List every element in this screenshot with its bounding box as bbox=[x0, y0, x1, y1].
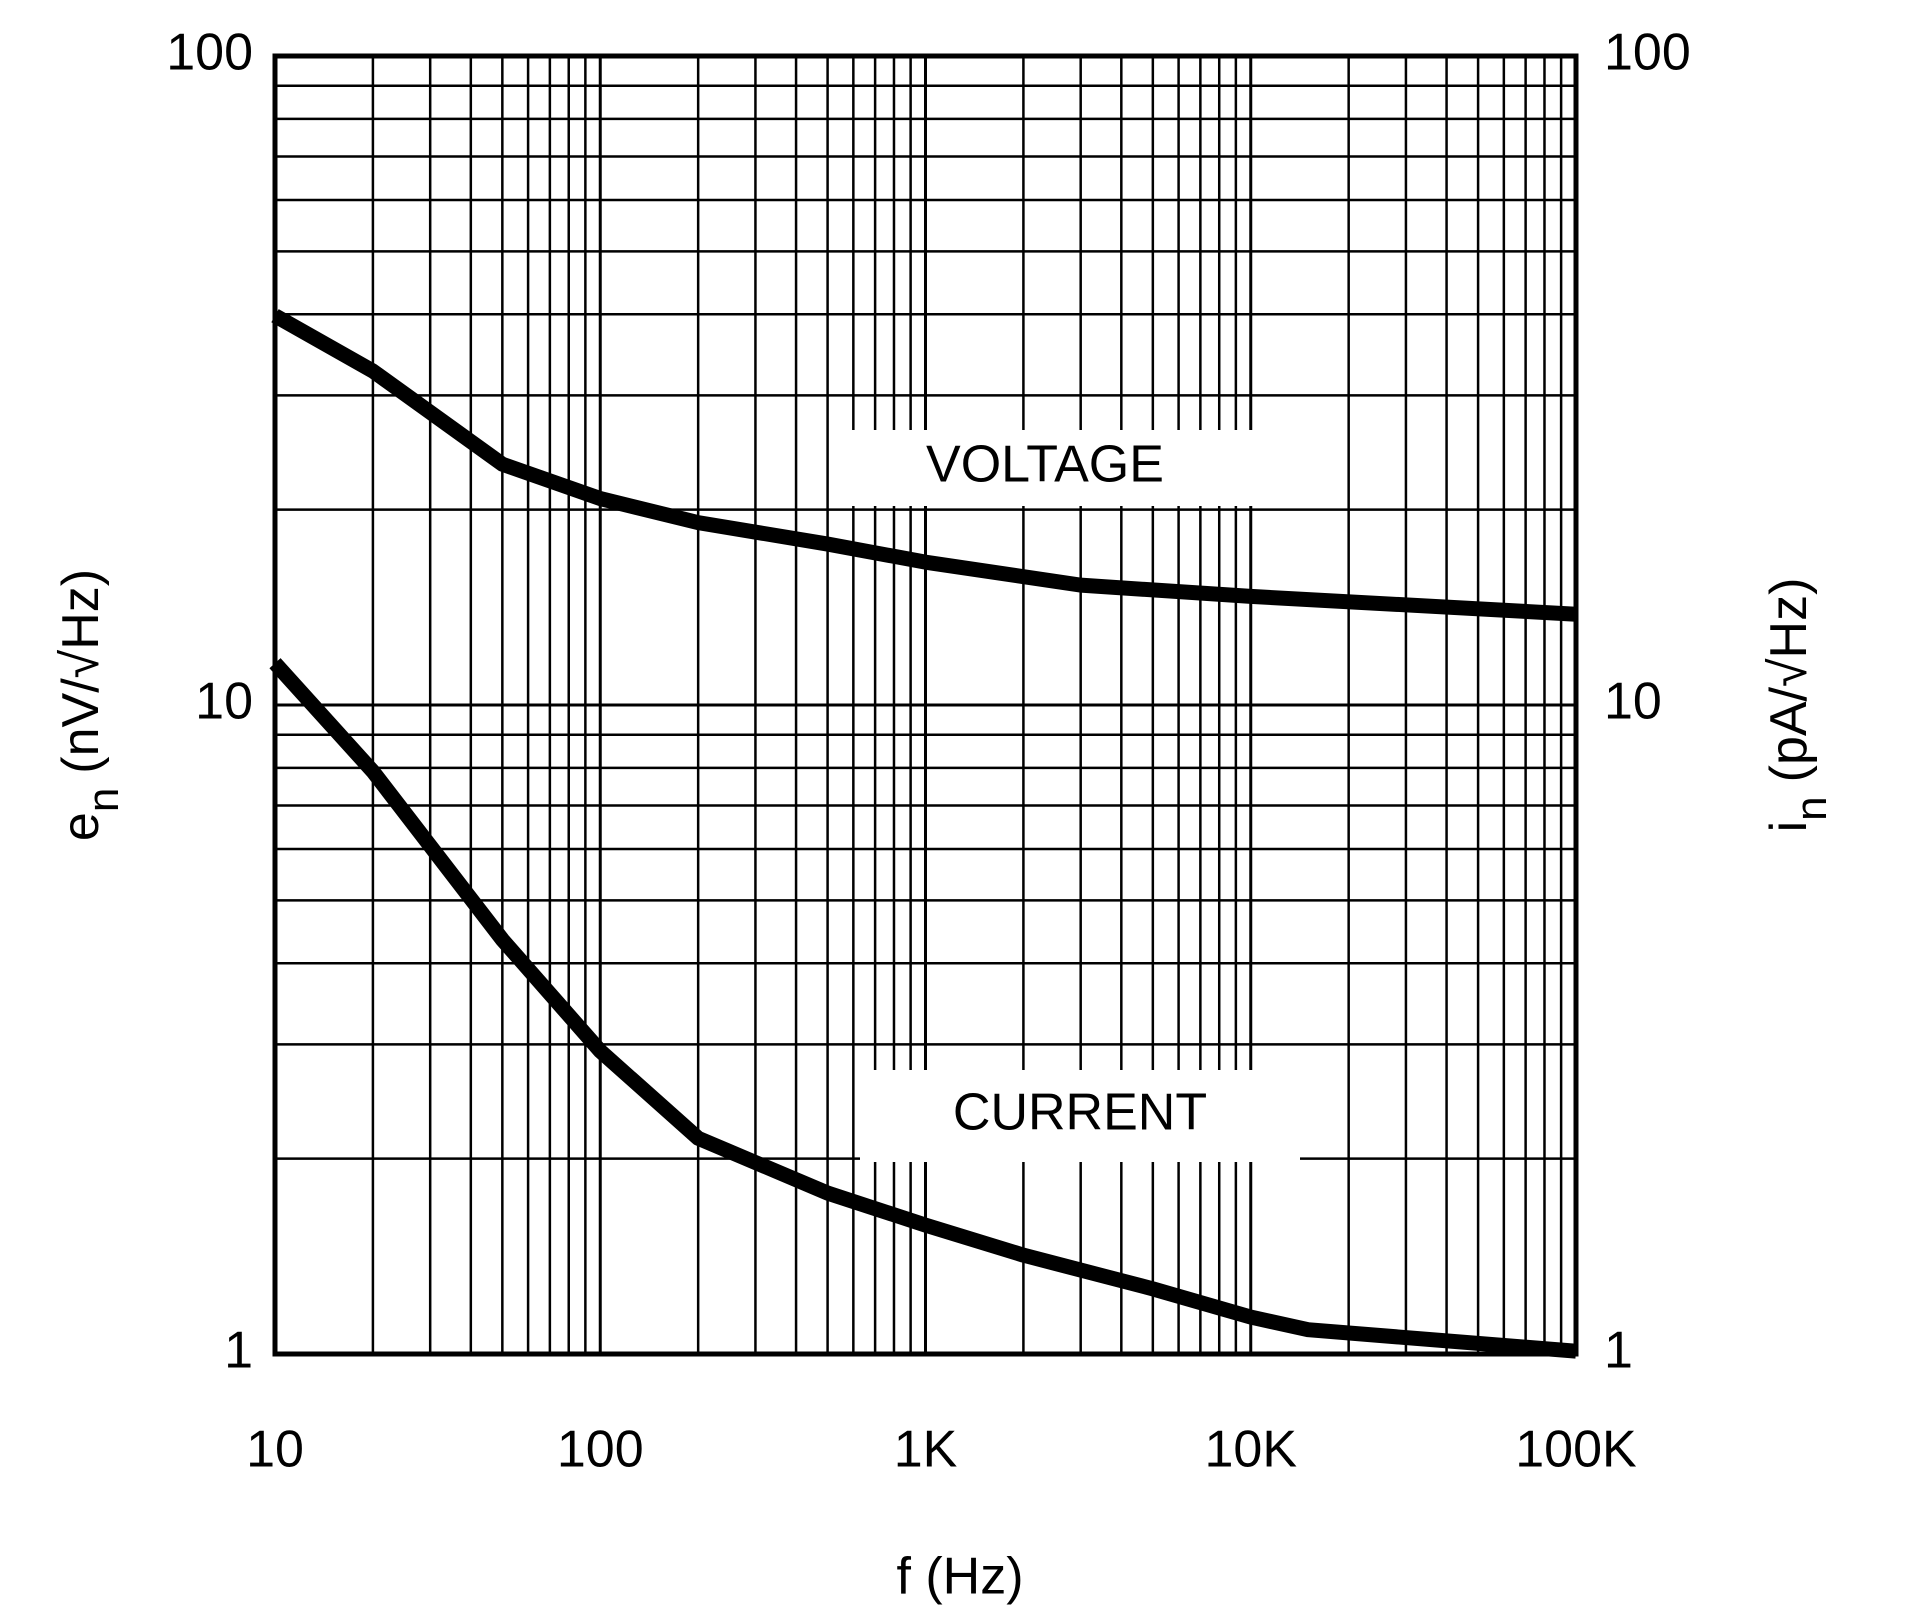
y-label-main: e bbox=[52, 812, 110, 841]
x-axis-label: f (Hz) bbox=[896, 1548, 1023, 1606]
y-tick-label: 100 bbox=[166, 24, 253, 82]
x-tick-label: 1K bbox=[894, 1421, 958, 1479]
x-tick-label: 10K bbox=[1204, 1421, 1297, 1479]
label-background bbox=[860, 1070, 1300, 1162]
y2-tick-label: 1 bbox=[1604, 1322, 1633, 1380]
y2-label-sub: n bbox=[1787, 796, 1836, 820]
x-tick-label: 100 bbox=[557, 1421, 644, 1479]
series-line bbox=[269, 658, 1577, 1359]
y2-tick-label: 100 bbox=[1604, 24, 1691, 82]
y2-tick-label: 10 bbox=[1604, 673, 1662, 731]
label-background bbox=[830, 430, 1260, 506]
x-tick-label: 10 bbox=[246, 1421, 304, 1479]
y-tick-label: 10 bbox=[195, 673, 253, 731]
series-line bbox=[271, 309, 1577, 622]
y2-axis-label: in (pA/√Hz) bbox=[1760, 578, 1836, 833]
y2-label-unit: (pA/√Hz) bbox=[1760, 578, 1818, 783]
y-label-sub: n bbox=[79, 788, 128, 812]
y-label-unit: (nV/√Hz) bbox=[52, 569, 110, 774]
y-axis-label: en (nV/√Hz) bbox=[52, 569, 128, 841]
x-tick-label: 100K bbox=[1515, 1421, 1637, 1479]
y-tick-label: 1 bbox=[224, 1322, 253, 1380]
y2-label-main: i bbox=[1760, 821, 1818, 833]
plot-frame bbox=[272, 53, 1579, 1357]
series-label: VOLTAGE bbox=[926, 436, 1164, 494]
series-label: CURRENT bbox=[953, 1084, 1207, 1142]
